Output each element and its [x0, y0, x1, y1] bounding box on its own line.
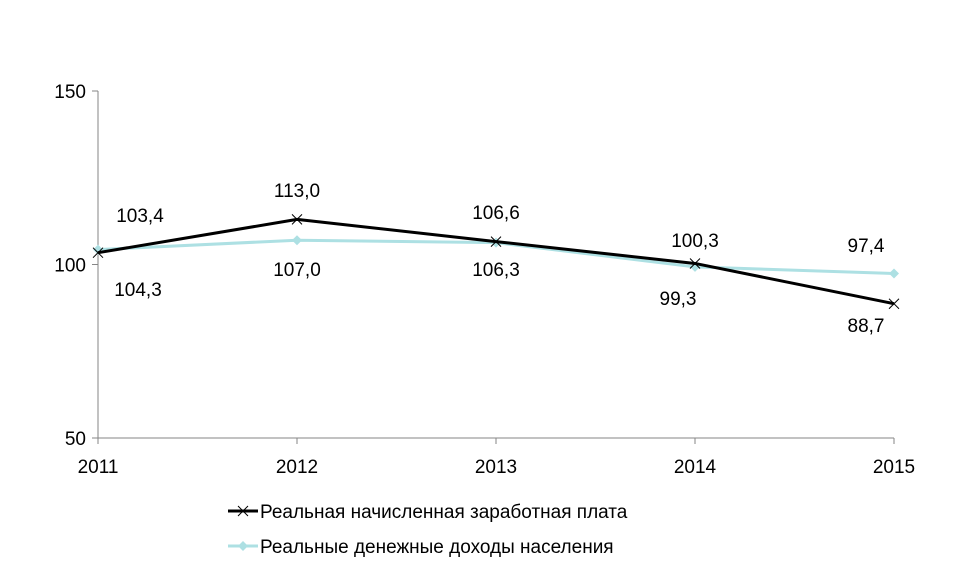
data-point-marker — [92, 247, 104, 259]
data-point-marker — [292, 235, 302, 246]
data-label: 99,3 — [660, 289, 697, 310]
data-label: 88,7 — [848, 316, 885, 337]
legend-label: Реальная начисленная заработная плата — [260, 502, 628, 523]
data-label: 103,4 — [116, 206, 164, 227]
x-tick-label: 2012 — [276, 457, 318, 478]
data-label: 97,4 — [848, 236, 885, 257]
data-point-marker — [888, 298, 900, 310]
data-point-marker — [689, 258, 701, 269]
y-tick-label: 50 — [65, 429, 86, 450]
y-tick-label: 150 — [54, 82, 86, 103]
data-label: 100,3 — [671, 231, 719, 252]
data-label: 107,0 — [273, 260, 321, 281]
legend-label: Реальные денежные доходы населения — [260, 537, 614, 558]
data-point-marker — [889, 268, 899, 279]
legend-marker — [237, 505, 249, 517]
legend-marker — [238, 541, 248, 551]
data-label: 104,3 — [114, 280, 162, 301]
x-tick-label: 2011 — [78, 457, 119, 478]
data-point-marker — [291, 214, 303, 225]
x-tick-label: 2013 — [475, 457, 517, 478]
y-tick-label: 100 — [54, 256, 86, 277]
data-point-marker — [490, 236, 502, 247]
data-label: 106,3 — [472, 260, 520, 281]
x-tick-label: 2015 — [873, 457, 915, 478]
data-label: 106,6 — [472, 203, 520, 224]
x-tick-label: 2014 — [674, 457, 717, 478]
data-label: 113,0 — [274, 181, 320, 202]
